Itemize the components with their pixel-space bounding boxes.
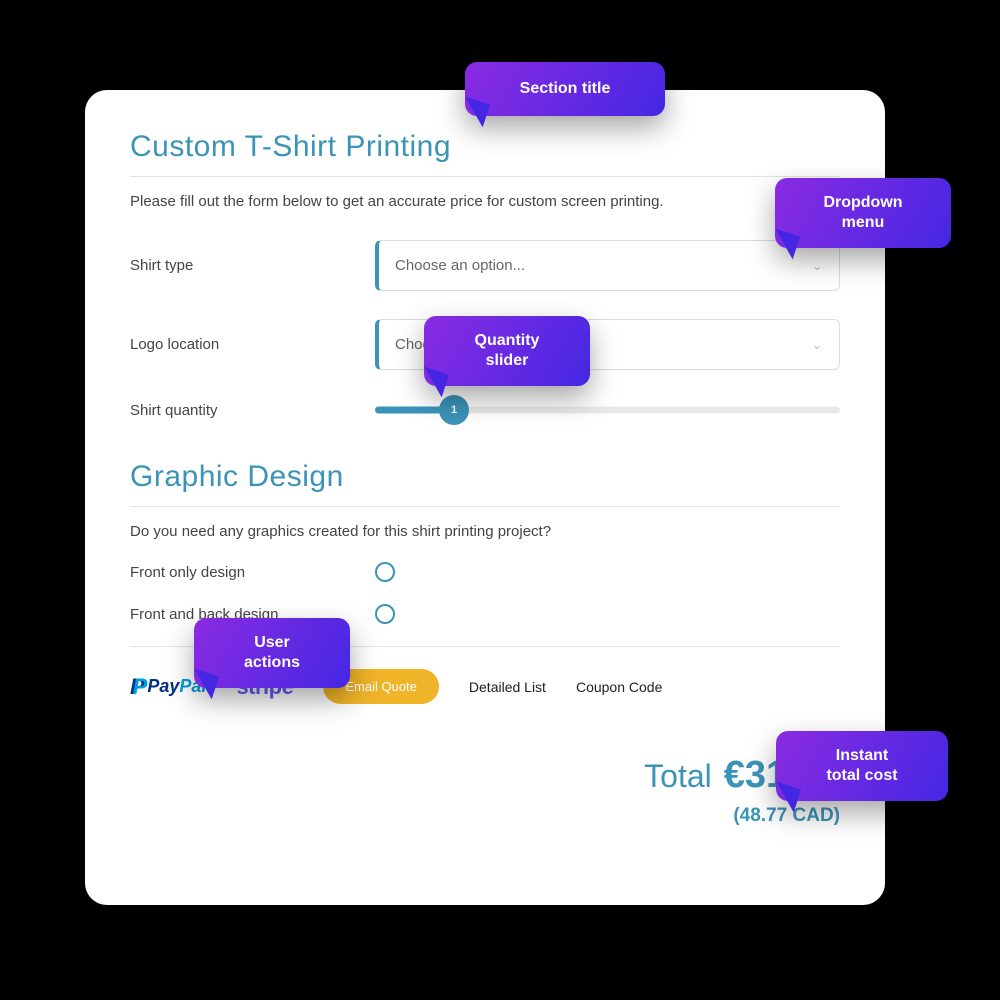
radio-front-only[interactable]	[375, 562, 395, 582]
section-rule	[130, 176, 840, 177]
callout-text: Instant total cost	[826, 746, 897, 786]
row-shirt-quantity: Shirt quantity 1	[130, 398, 840, 422]
callout-text: User actions	[244, 633, 300, 673]
row-front-only: Front only design	[130, 562, 840, 582]
label-logo-location: Logo location	[130, 336, 375, 353]
callout-section-title: Section title	[465, 62, 665, 116]
total-label: Total	[644, 758, 712, 795]
section-title-tshirt: Custom T-Shirt Printing	[130, 130, 840, 164]
paypal-p2-icon: P	[133, 674, 148, 700]
paypal-pay: Pay	[147, 676, 179, 697]
label-shirt-type: Shirt type	[130, 257, 375, 274]
callout-instant-total: Instant total cost	[776, 731, 948, 801]
row-shirt-type: Shirt type Choose an option... ⌄	[130, 240, 840, 291]
callout-dropdown: Dropdown menu	[775, 178, 951, 248]
radio-front-back[interactable]	[375, 604, 395, 624]
label-front-only: Front only design	[130, 564, 375, 581]
detailed-list-link[interactable]: Detailed List	[469, 679, 546, 695]
section-intro-2: Do you need any graphics created for thi…	[130, 523, 840, 540]
callout-quantity-slider: Quantity slider	[424, 316, 590, 386]
callout-text: Dropdown menu	[823, 193, 902, 233]
slider-thumb[interactable]: 1	[439, 395, 469, 425]
label-shirt-quantity: Shirt quantity	[130, 402, 375, 419]
section-rule-2	[130, 506, 840, 507]
form-card: Custom T-Shirt Printing Please fill out …	[85, 90, 885, 905]
coupon-code-link[interactable]: Coupon Code	[576, 679, 662, 695]
total-block: Total €31.64 (48.77 CAD)	[130, 754, 840, 827]
callout-text: Quantity slider	[475, 331, 540, 371]
section-title-graphic: Graphic Design	[130, 460, 840, 494]
quantity-slider[interactable]: 1	[375, 398, 840, 422]
callout-text: Section title	[520, 79, 611, 99]
section-intro: Please fill out the form below to get an…	[130, 193, 840, 210]
callout-user-actions: User actions	[194, 618, 350, 688]
total-secondary: (48.77 CAD)	[130, 805, 840, 827]
